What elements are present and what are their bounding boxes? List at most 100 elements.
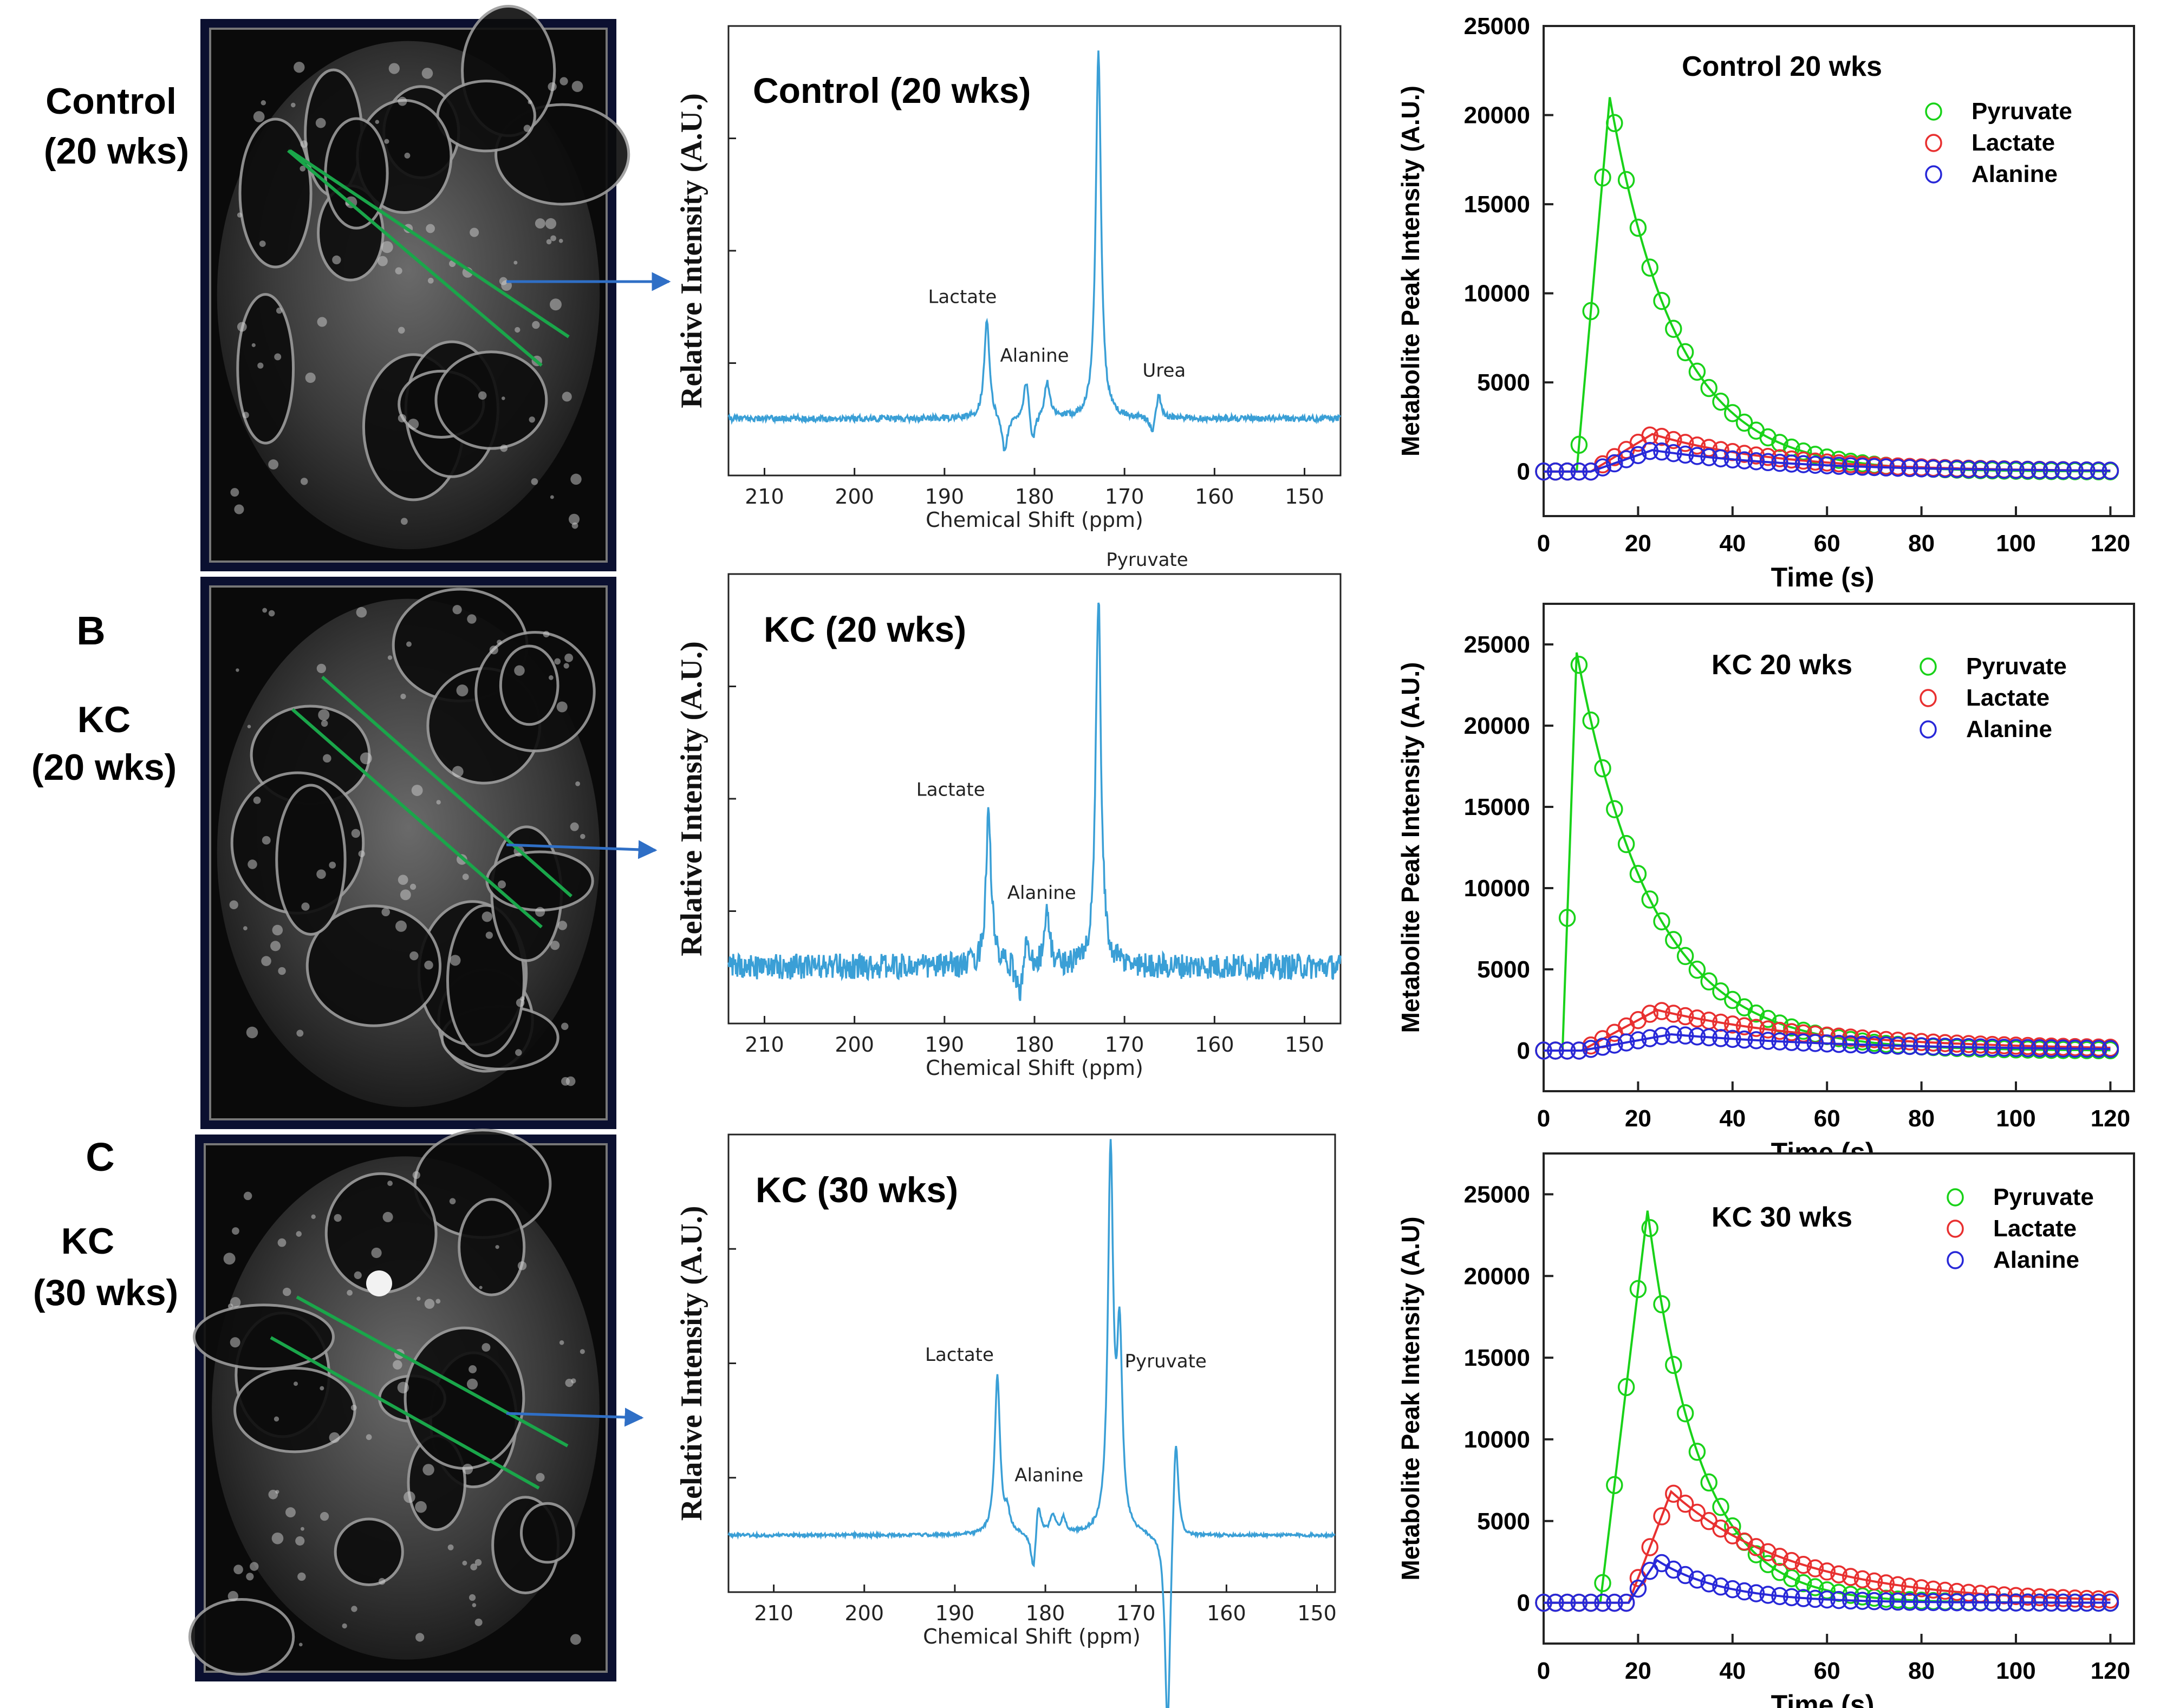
mri-speckle — [277, 1238, 287, 1247]
x-tick-label: 20 — [1625, 1658, 1651, 1684]
data-point-alanine — [1995, 460, 2013, 479]
mri-speckle — [411, 785, 423, 796]
mri-speckle — [498, 880, 506, 889]
row-label-b: B KC (20 wks) — [31, 608, 177, 788]
mri-speckle — [550, 235, 556, 242]
data-point-alanine — [1629, 446, 1647, 465]
x-tick-label: 210 — [745, 1033, 784, 1057]
mri-speckle — [424, 1299, 435, 1309]
mri-speckle — [251, 343, 256, 347]
chart-title: KC 20 wks — [1712, 649, 1852, 681]
data-point-alanine — [1594, 1593, 1611, 1612]
data-point-alanine — [1676, 1566, 1694, 1585]
mri-speckle — [381, 241, 393, 253]
data-point-alanine — [1747, 1031, 1765, 1049]
legend-label: Lactate — [1993, 1215, 2077, 1242]
mri-speckle — [329, 1432, 340, 1443]
mri-speckle — [227, 1590, 238, 1602]
mri-speckle — [274, 353, 282, 361]
data-point-alanine — [1735, 1030, 1753, 1049]
mri-speckle — [395, 920, 407, 932]
data-point-alanine — [1830, 1034, 1847, 1053]
legend-marker — [1920, 689, 1937, 707]
x-axis-label: Chemical Shift (ppm) — [926, 1056, 1143, 1080]
mri-speckle — [497, 640, 502, 645]
mri-speckle — [398, 96, 407, 106]
y-tick-label: 5000 — [1477, 1508, 1530, 1535]
y-axis-label: Relative Intensity (A.U.) — [675, 93, 708, 408]
data-point-lactate — [1688, 1503, 1706, 1522]
roi-line — [287, 149, 543, 367]
timecourse-chart: 0 20 40 60 80 100 120 0 5000 10000 15000 20000 25000… — [1396, 603, 2135, 1168]
series-line-alanine — [1544, 1559, 2111, 1604]
data-point-alanine — [1972, 1593, 1989, 1612]
mri-organ — [434, 350, 548, 450]
y-tick-label: 10000 — [1464, 281, 1530, 307]
data-point-pyruvate — [1629, 1280, 1647, 1299]
data-point-lactate — [1960, 1583, 1977, 1602]
mri-speckle — [381, 908, 390, 917]
y-tick-label: 15000 — [1464, 794, 1530, 820]
data-point-alanine — [2031, 1593, 2048, 1612]
mri-speckle — [329, 862, 336, 869]
data-point-alanine — [1606, 454, 1623, 473]
data-point-lactate — [1688, 436, 1706, 455]
data-point-alanine — [1582, 462, 1599, 481]
data-point-pyruvate — [1641, 1219, 1658, 1237]
roi-line — [270, 1336, 540, 1490]
mri-speckle — [515, 1049, 522, 1056]
data-point-pyruvate — [1700, 972, 1717, 991]
data-point-alanine — [1794, 1589, 1812, 1607]
data-point-alanine — [2031, 1039, 2048, 1058]
x-tick-label: 60 — [1814, 530, 1840, 557]
data-point-alanine — [1948, 1038, 1966, 1057]
roi-line — [321, 675, 572, 898]
data-point-pyruvate — [1653, 912, 1670, 931]
y-tick-label: 10000 — [1464, 875, 1530, 902]
data-point-alanine — [1912, 459, 1930, 478]
data-point-alanine — [1629, 1579, 1647, 1598]
mri-speckle — [474, 1559, 482, 1566]
mri-speckle — [554, 658, 561, 665]
mri-speckle — [404, 152, 411, 159]
mri-speckle — [301, 902, 310, 911]
data-point-lactate — [1806, 1559, 1824, 1577]
mri-speckle — [565, 1076, 576, 1086]
mri-speckle — [342, 1623, 347, 1629]
y-tick-label: 25000 — [1464, 1181, 1530, 1208]
data-point-alanine — [1700, 1028, 1717, 1047]
mri-speckle — [467, 614, 477, 624]
mri-speckle — [489, 646, 498, 655]
mri-speckle — [268, 459, 279, 470]
data-point-alanine — [2078, 1593, 2096, 1612]
data-point-alanine — [2054, 1593, 2072, 1612]
mri-speckle — [223, 1253, 236, 1265]
mri-speckle — [294, 62, 305, 73]
mri-speckle — [571, 522, 578, 529]
mri-speckle — [565, 1379, 574, 1387]
data-point-alanine — [2031, 461, 2048, 479]
x-tick-label: 190 — [925, 485, 965, 509]
y-axis-label: Metabolite Peak Intensity (A.U.) — [1396, 662, 1424, 1033]
x-tick-label: 190 — [925, 1033, 965, 1057]
peak-label: Pyruvate — [1124, 1351, 1206, 1372]
data-point-pyruvate — [1735, 413, 1753, 432]
mri-speckle — [247, 725, 251, 728]
x-tick-label: 20 — [1625, 1105, 1651, 1132]
mri-speckle — [406, 641, 412, 647]
row-label-line2: (30 wks) — [33, 1272, 178, 1313]
mri-speckle — [561, 1022, 569, 1031]
arrows — [506, 272, 671, 1427]
mri-speckle — [236, 668, 239, 672]
data-point-alanine — [1547, 1041, 1564, 1060]
mri-speckle — [513, 260, 518, 265]
data-point-alanine — [1783, 454, 1800, 473]
data-point-lactate — [1641, 1005, 1658, 1023]
mri-speckle — [500, 444, 508, 452]
x-tick-label: 200 — [835, 1033, 874, 1057]
data-point-alanine — [1853, 1592, 1871, 1610]
data-point-alanine — [1877, 1592, 1895, 1611]
peak-label: Lactate — [928, 286, 997, 308]
data-point-alanine — [1865, 458, 1883, 477]
data-point-alanine — [1842, 1591, 1859, 1610]
